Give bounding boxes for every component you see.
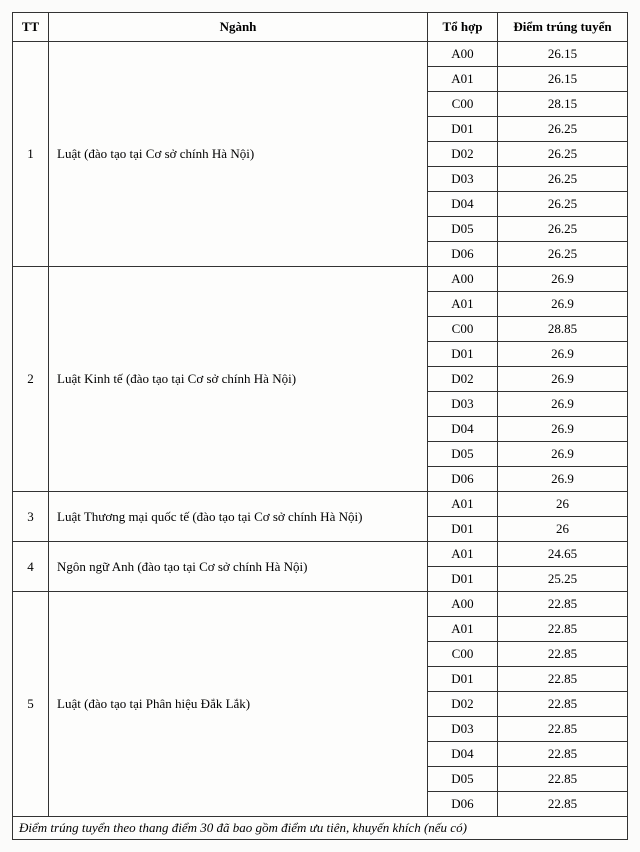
col-header-tohop: Tổ hợp [428,13,498,42]
score-cell: 26.25 [498,217,628,242]
score-cell: 22.85 [498,717,628,742]
admission-table: TT Ngành Tổ hợp Điểm trúng tuyển 1Luật (… [12,12,628,840]
score-cell: 26.9 [498,292,628,317]
score-cell: 26.9 [498,367,628,392]
score-cell: 22.85 [498,792,628,817]
major-name-cell: Ngôn ngữ Anh (đào tạo tại Cơ sở chính Hà… [49,542,428,592]
combo-cell: D01 [428,517,498,542]
combo-cell: D05 [428,767,498,792]
combo-cell: C00 [428,92,498,117]
combo-cell: D02 [428,142,498,167]
footnote-row: Điểm trúng tuyển theo thang điểm 30 đã b… [13,817,628,840]
score-cell: 26.15 [498,67,628,92]
score-cell: 22.85 [498,592,628,617]
major-name-cell: Luật (đào tạo tại Phân hiệu Đắk Lắk) [49,592,428,817]
combo-cell: C00 [428,317,498,342]
combo-cell: D03 [428,717,498,742]
table-row: 1Luật (đào tạo tại Cơ sở chính Hà Nội)A0… [13,42,628,67]
table-row: 4Ngôn ngữ Anh (đào tạo tại Cơ sở chính H… [13,542,628,567]
score-cell: 26.9 [498,442,628,467]
score-cell: 22.85 [498,667,628,692]
major-name-cell: Luật Thương mại quốc tế (đào tạo tại Cơ … [49,492,428,542]
score-cell: 26.9 [498,342,628,367]
col-header-diem: Điểm trúng tuyển [498,13,628,42]
score-cell: 26.9 [498,392,628,417]
score-cell: 26.25 [498,117,628,142]
combo-cell: A00 [428,42,498,67]
combo-cell: A01 [428,617,498,642]
score-cell: 26.25 [498,242,628,267]
table-row: 3Luật Thương mại quốc tế (đào tạo tại Cơ… [13,492,628,517]
combo-cell: D03 [428,392,498,417]
combo-cell: D05 [428,442,498,467]
combo-cell: A00 [428,592,498,617]
score-cell: 26.15 [498,42,628,67]
combo-cell: D04 [428,192,498,217]
combo-cell: D06 [428,467,498,492]
combo-cell: C00 [428,642,498,667]
combo-cell: D01 [428,342,498,367]
tt-cell: 3 [13,492,49,542]
score-cell: 26 [498,492,628,517]
score-cell: 24.65 [498,542,628,567]
score-cell: 22.85 [498,642,628,667]
score-cell: 26 [498,517,628,542]
score-cell: 26.9 [498,267,628,292]
combo-cell: A01 [428,67,498,92]
score-cell: 28.15 [498,92,628,117]
combo-cell: D01 [428,117,498,142]
score-cell: 28.85 [498,317,628,342]
footnote-cell: Điểm trúng tuyển theo thang điểm 30 đã b… [13,817,628,840]
score-cell: 22.85 [498,692,628,717]
score-cell: 26.25 [498,192,628,217]
combo-cell: D06 [428,792,498,817]
tt-cell: 5 [13,592,49,817]
score-cell: 26.9 [498,467,628,492]
combo-cell: D02 [428,367,498,392]
combo-cell: D06 [428,242,498,267]
tt-cell: 4 [13,542,49,592]
combo-cell: A01 [428,292,498,317]
combo-cell: D04 [428,742,498,767]
combo-cell: D01 [428,667,498,692]
major-name-cell: Luật (đào tạo tại Cơ sở chính Hà Nội) [49,42,428,267]
combo-cell: A01 [428,492,498,517]
score-cell: 22.85 [498,767,628,792]
tt-cell: 1 [13,42,49,267]
combo-cell: D02 [428,692,498,717]
score-cell: 22.85 [498,742,628,767]
combo-cell: D05 [428,217,498,242]
tt-cell: 2 [13,267,49,492]
table-row: 2Luật Kinh tế (đào tạo tại Cơ sở chính H… [13,267,628,292]
col-header-tt: TT [13,13,49,42]
table-header-row: TT Ngành Tổ hợp Điểm trúng tuyển [13,13,628,42]
combo-cell: D01 [428,567,498,592]
col-header-nganh: Ngành [49,13,428,42]
combo-cell: D04 [428,417,498,442]
table-row: 5Luật (đào tạo tại Phân hiệu Đắk Lắk)A00… [13,592,628,617]
score-cell: 26.25 [498,142,628,167]
score-cell: 25.25 [498,567,628,592]
score-cell: 22.85 [498,617,628,642]
combo-cell: D03 [428,167,498,192]
combo-cell: A00 [428,267,498,292]
combo-cell: A01 [428,542,498,567]
table-body: 1Luật (đào tạo tại Cơ sở chính Hà Nội)A0… [13,42,628,817]
score-cell: 26.9 [498,417,628,442]
major-name-cell: Luật Kinh tế (đào tạo tại Cơ sở chính Hà… [49,267,428,492]
score-cell: 26.25 [498,167,628,192]
